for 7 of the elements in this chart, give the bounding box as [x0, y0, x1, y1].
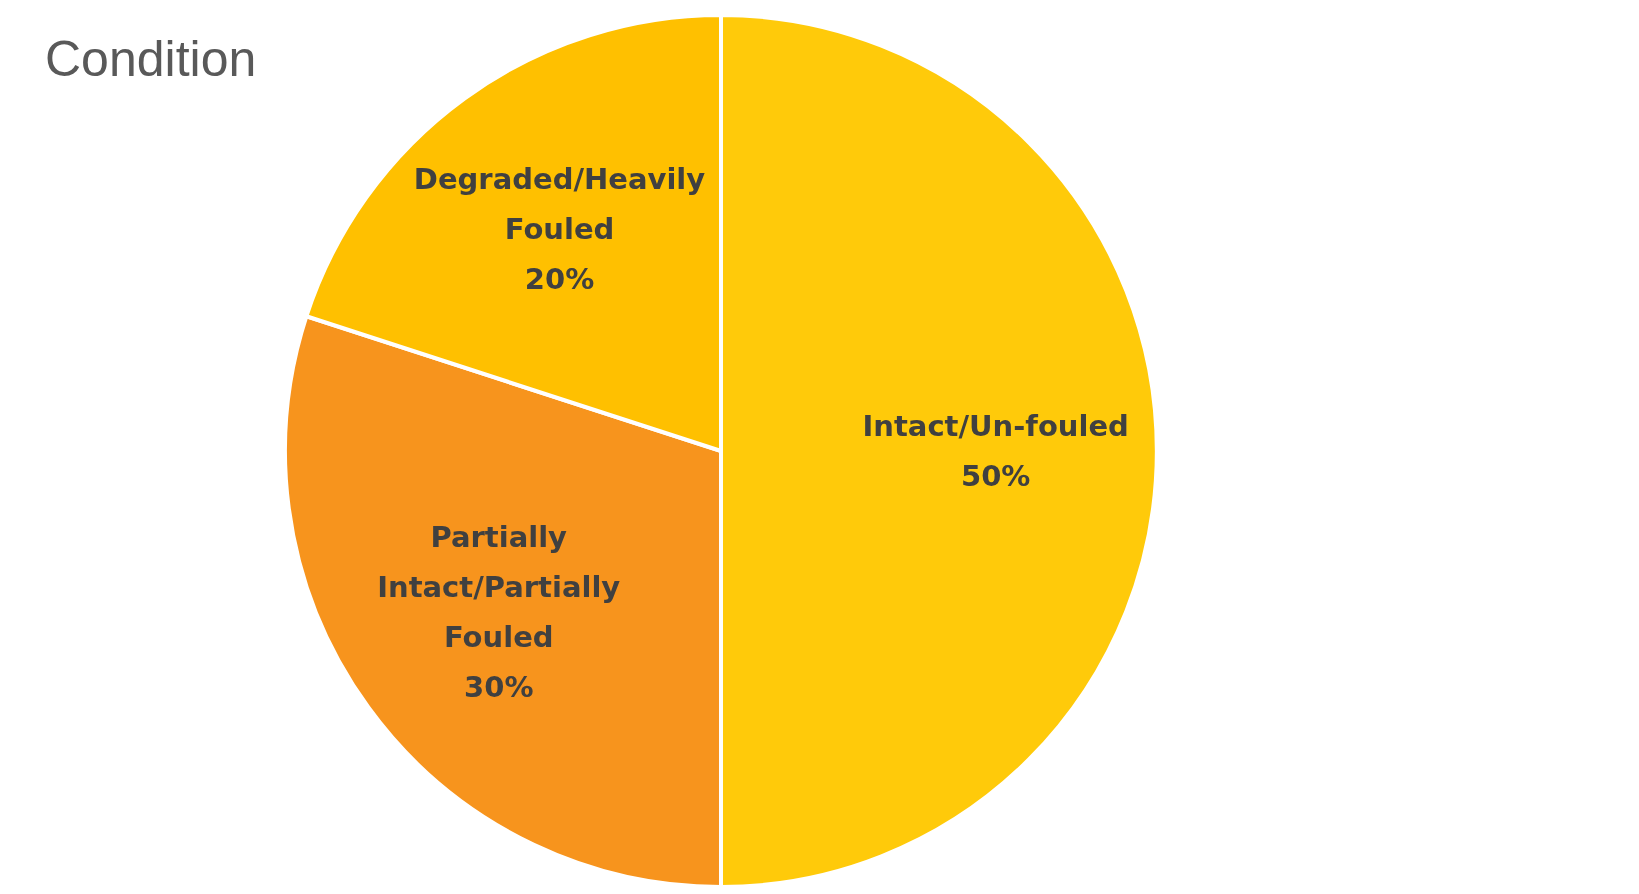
chart-title: Condition	[45, 30, 257, 88]
slice-label: Degraded/Heavily Fouled	[413, 161, 706, 246]
data-label: 20%	[524, 261, 595, 296]
data-label: 50%	[960, 459, 1031, 493]
data-label: 30%	[464, 670, 534, 705]
slice-label: Partially Intact/Partially Fouled	[377, 520, 621, 655]
slice-label: Intact/Un-fouled	[862, 409, 1129, 443]
